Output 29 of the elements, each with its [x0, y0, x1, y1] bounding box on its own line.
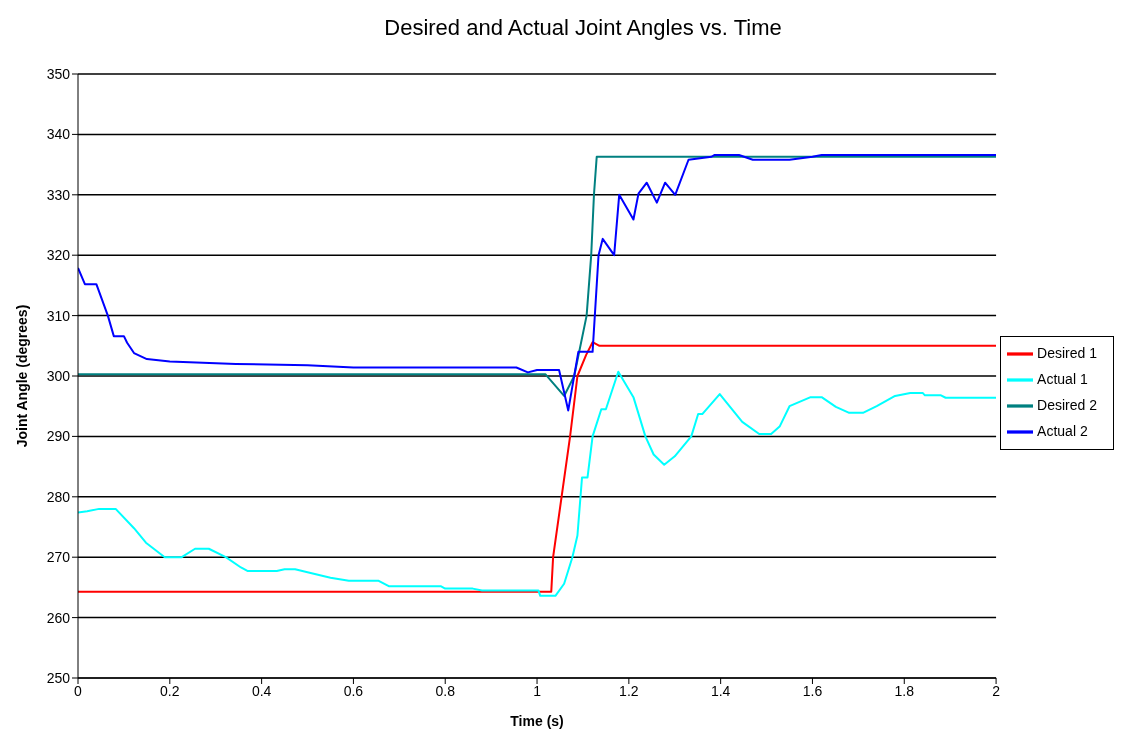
x-tick-label: 2 [992, 682, 1001, 699]
y-tick-label: 250 [46, 669, 71, 686]
y-tick-label: 300 [46, 367, 71, 384]
y-tick-label: 330 [46, 186, 71, 203]
x-tick-label: 0.8 [435, 682, 456, 699]
legend-label: Actual 1 [1037, 370, 1088, 387]
legend-label: Desired 1 [1037, 344, 1097, 361]
legend-label: Actual 2 [1037, 422, 1088, 439]
y-tick-label: 290 [46, 428, 71, 445]
y-tick-label: 350 [46, 65, 71, 82]
x-tick-label: 1 [533, 682, 542, 699]
y-tick-label: 270 [46, 549, 71, 566]
y-tick-label: 320 [46, 247, 71, 264]
y-tick-label: 280 [46, 488, 71, 505]
y-tick-label: 260 [46, 609, 71, 626]
y-axis-title: Joint Angle (degrees) [13, 304, 30, 448]
y-tick-label: 310 [46, 307, 71, 324]
x-tick-label: 1.2 [619, 682, 639, 699]
chart-title: Desired and Actual Joint Angles vs. Time [383, 14, 783, 42]
x-tick-label: 1.6 [802, 682, 823, 699]
y-tick-label: 340 [46, 126, 71, 143]
x-tick-label: 0.4 [251, 682, 272, 699]
x-axis-title: Time (s) [510, 713, 564, 729]
x-tick-label: 0.6 [343, 682, 364, 699]
x-tick-label: 1.4 [710, 682, 731, 699]
x-tick-label: 0 [74, 682, 83, 699]
legend-label: Desired 2 [1037, 396, 1097, 413]
x-tick-label: 0.2 [160, 682, 180, 699]
x-tick-label: 1.8 [894, 682, 915, 699]
